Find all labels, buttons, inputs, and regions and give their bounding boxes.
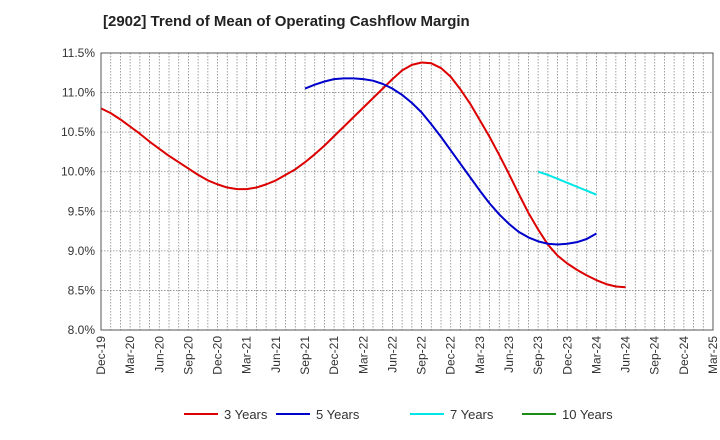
legend-label: 7 Years — [450, 407, 494, 422]
x-tick-label: Dec-19 — [94, 336, 108, 375]
y-tick-label: 8.5% — [68, 283, 96, 297]
plot-area-border — [100, 52, 714, 331]
x-tick-label: Mar-22 — [356, 336, 370, 374]
x-tick-label: Mar-21 — [240, 336, 254, 374]
x-tick-label: Sep-21 — [298, 336, 312, 375]
x-tick-label: Jun-21 — [269, 336, 283, 373]
y-tick-label: 8.0% — [68, 323, 96, 337]
x-tick-label: Dec-24 — [677, 336, 691, 375]
legend-item: 7 Years — [410, 407, 494, 422]
x-tick-label: Sep-24 — [648, 336, 662, 375]
legend-item: 3 Years — [184, 407, 268, 422]
x-tick-label: Mar-20 — [123, 336, 137, 374]
x-tick-label: Sep-23 — [531, 336, 545, 375]
x-tick-label: Dec-22 — [444, 336, 458, 375]
x-tick-label: Sep-20 — [181, 336, 195, 375]
x-tick-label: Dec-23 — [560, 336, 574, 375]
series-line-5-years — [304, 77, 597, 246]
y-tick-label: 11.5% — [62, 46, 95, 60]
plot-area-background — [101, 53, 713, 330]
legend-label: 10 Years — [562, 407, 613, 422]
x-axis-labels: Dec-19 Mar-20 Jun-20 Sep-20 Dec-20 Mar-21 Jun-… — [94, 336, 720, 375]
x-tick-label: Jun-24 — [619, 336, 633, 373]
y-tick-label: 10.0% — [61, 165, 95, 179]
y-tick-label: 11.0% — [62, 86, 95, 100]
x-tick-label: Dec-20 — [211, 336, 225, 375]
legend-item: 10 Years — [522, 407, 613, 422]
x-tick-label: Dec-21 — [327, 336, 341, 375]
series-lines — [100, 61, 626, 289]
x-tick-label: Sep-22 — [415, 336, 429, 375]
legend: 3 Years 5 Years 7 Years 10 Years — [184, 407, 613, 422]
series-line-3-years — [100, 61, 626, 289]
y-tick-label: 9.0% — [68, 244, 96, 258]
chart-title: [2902] Trend of Mean of Operating Cashfl… — [103, 13, 470, 30]
legend-label: 5 Years — [316, 407, 360, 422]
y-tick-label: 10.5% — [61, 125, 95, 139]
legend-label: 3 Years — [224, 407, 268, 422]
x-tick-label: Mar-24 — [589, 336, 603, 374]
y-tick-label: 9.5% — [68, 204, 96, 218]
series-line-7-years — [537, 170, 597, 196]
x-tick-label: Jun-23 — [502, 336, 516, 373]
x-tick-label: Jun-20 — [152, 336, 166, 373]
x-tick-label: Mar-23 — [473, 336, 487, 374]
grid — [101, 53, 713, 330]
x-tick-label: Mar-25 — [706, 336, 720, 374]
legend-item: 5 Years — [276, 407, 360, 422]
x-tick-label: Jun-22 — [385, 336, 399, 373]
y-axis-labels: 8.0% 8.5% 9.0% 9.5% 10.0% 10.5% 11.0% 11.5% — [61, 46, 95, 337]
